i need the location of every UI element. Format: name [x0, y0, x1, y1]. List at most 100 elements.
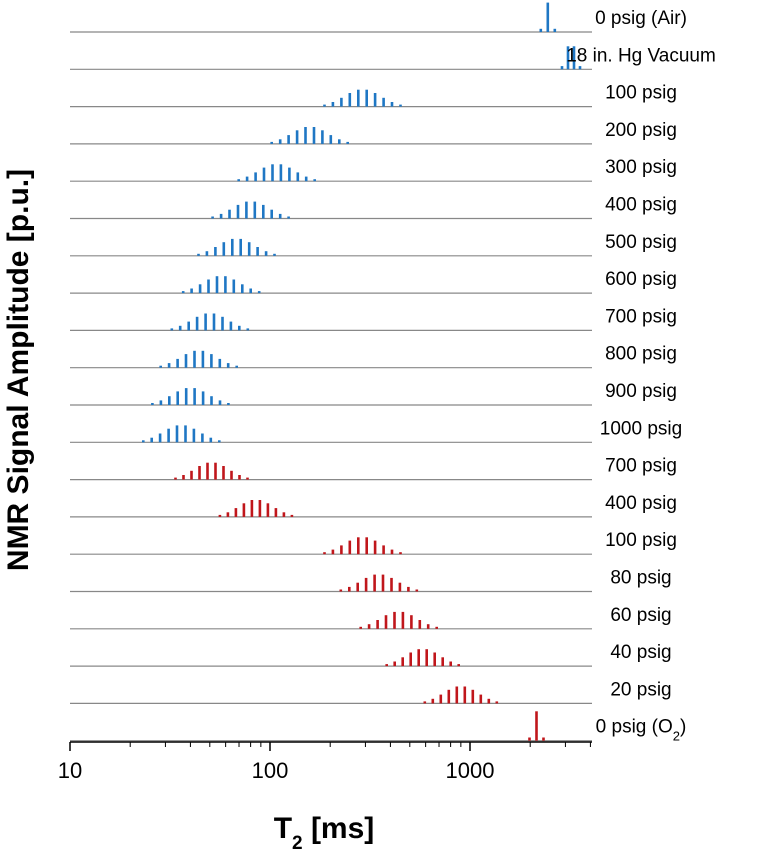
distribution-bar — [331, 102, 335, 107]
distribution-bar — [553, 28, 557, 32]
distribution-bar — [348, 540, 352, 555]
distribution-bar — [546, 2, 550, 32]
series-label: 400 psig — [605, 493, 677, 514]
distribution-bar — [181, 291, 185, 294]
distribution-bar — [535, 711, 538, 741]
distribution-bar — [174, 477, 177, 480]
distribution-bar — [418, 620, 422, 629]
distribution-bar — [282, 512, 286, 517]
distribution-bar — [247, 242, 251, 256]
series-row: 700 psig — [70, 306, 677, 331]
distribution-bar — [262, 204, 265, 219]
distribution-bar — [278, 139, 282, 144]
series-label: 800 psig — [605, 344, 677, 365]
distribution-bar — [235, 365, 238, 368]
distribution-bar — [190, 288, 193, 294]
series-label: 20 psig — [610, 679, 671, 700]
distribution-bar — [401, 611, 405, 629]
distribution-bar — [566, 46, 570, 70]
distribution-bar — [287, 135, 290, 144]
distribution-bar — [218, 440, 221, 443]
distribution-bar — [206, 462, 209, 480]
distribution-bar — [237, 179, 240, 182]
distribution-bar — [329, 135, 333, 144]
distribution-bar — [192, 428, 196, 443]
distribution-bar — [364, 577, 368, 592]
distribution-bar — [266, 503, 270, 517]
series-label: 0 psig (O2) — [596, 717, 687, 744]
distribution-bar — [222, 242, 226, 256]
distribution-bar — [205, 251, 209, 256]
distribution-bar — [382, 545, 385, 555]
series-label: 1000 psig — [600, 418, 682, 439]
distribution-bar — [479, 694, 483, 704]
distribution-bar — [254, 172, 257, 182]
distribution-bar — [399, 552, 402, 555]
distribution-bar — [209, 437, 213, 443]
distribution-bar — [373, 540, 377, 555]
distribution-bar — [207, 279, 210, 294]
series-row: 400 psig — [70, 493, 677, 518]
distribution-bar — [457, 664, 460, 667]
distribution-bar — [373, 574, 376, 592]
distribution-bar — [159, 365, 162, 368]
distribution-bar — [246, 477, 249, 480]
distribution-bar — [279, 164, 283, 182]
distribution-bar — [487, 698, 491, 704]
distribution-bar — [262, 167, 266, 182]
distribution-bar — [211, 216, 214, 219]
distribution-bar — [198, 466, 201, 480]
distribution-bar — [210, 354, 213, 368]
distribution-bar — [234, 508, 238, 517]
series-row: 300 psig — [70, 157, 677, 182]
distribution-bar — [195, 316, 199, 331]
distribution-bar — [399, 104, 402, 107]
distribution-bar — [238, 475, 241, 480]
series-label: 700 psig — [605, 306, 677, 327]
series-row: 500 psig — [70, 232, 677, 257]
series-row: 800 psig — [70, 344, 677, 369]
distribution-bar — [193, 350, 196, 368]
distribution-bar — [175, 425, 179, 443]
distribution-bar — [381, 574, 385, 592]
distribution-bar — [232, 279, 236, 294]
distribution-bar — [323, 104, 326, 107]
distribution-bar — [151, 403, 154, 405]
distribution-bar — [398, 582, 402, 592]
distribution-bar — [218, 358, 222, 368]
distribution-bar — [287, 216, 290, 219]
distribution-bar — [431, 698, 435, 704]
distribution-bar — [230, 470, 233, 480]
series-label: 40 psig — [610, 642, 671, 663]
distribution-bar — [471, 689, 475, 704]
distribution-bar — [455, 686, 459, 704]
series-row: 20 psig — [70, 679, 672, 705]
distribution-bar — [417, 649, 420, 667]
series-row: 1000 psig — [70, 418, 682, 443]
distribution-bar — [426, 624, 430, 629]
distribution-bar — [296, 172, 300, 182]
distribution-bar — [176, 391, 179, 405]
distribution-bar — [390, 102, 394, 107]
distribution-bar — [184, 388, 188, 405]
x-tick-label: 100 — [252, 758, 289, 783]
series-row: 400 psig — [70, 195, 677, 220]
distribution-bar — [215, 276, 219, 294]
distribution-bar — [158, 433, 162, 443]
series-row: 40 psig — [70, 642, 672, 667]
distribution-bar — [304, 176, 308, 182]
distribution-bar — [542, 737, 545, 741]
distribution-bar — [204, 313, 207, 331]
distribution-bar — [321, 130, 324, 144]
distribution-bar — [239, 238, 242, 256]
distribution-bar — [373, 93, 377, 107]
distribution-bar — [348, 93, 352, 107]
distribution-bar — [253, 201, 257, 219]
distribution-bar — [193, 388, 196, 405]
distribution-bar — [435, 626, 438, 629]
distribution-bar — [214, 247, 217, 256]
distribution-bar — [359, 626, 362, 629]
distribution-bar — [274, 508, 278, 517]
distribution-bar — [348, 586, 351, 592]
distribution-bar — [313, 179, 316, 182]
